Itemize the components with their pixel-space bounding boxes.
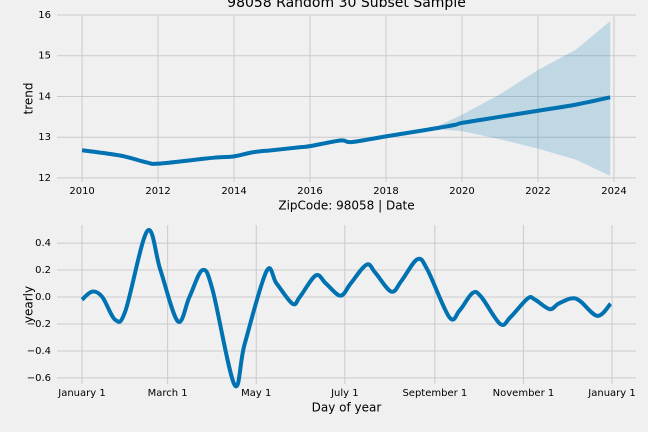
- y-tick-label: 0.0: [35, 292, 51, 303]
- x-tick-label: 2022: [525, 186, 550, 197]
- y-tick-label: 12: [38, 173, 51, 184]
- x-tick-label: 2024: [601, 186, 626, 197]
- uncertainty-band: [348, 21, 611, 176]
- y-tick-label: 15: [38, 51, 51, 62]
- y-tick-label: −0.6: [27, 373, 51, 384]
- y-axis-label: trend: [22, 83, 36, 115]
- y-tick-label: 14: [38, 91, 51, 102]
- y-tick-label: −0.4: [27, 346, 51, 357]
- x-tick-label: March 1: [148, 388, 188, 399]
- y-tick-label: 16: [38, 10, 51, 21]
- series-line: [80, 228, 613, 389]
- series-line: [81, 95, 611, 166]
- x-tick-label: 2016: [297, 186, 322, 197]
- y-tick-label: 13: [38, 132, 51, 143]
- y-tick-label: 0.4: [35, 238, 51, 249]
- x-tick-label: 2012: [145, 186, 170, 197]
- x-tick-label: 2014: [221, 186, 246, 197]
- y-axis-label: yearly: [22, 286, 36, 323]
- x-tick-label: January 1: [587, 388, 635, 399]
- x-tick-label: November 1: [493, 388, 555, 399]
- x-tick-label: September 1: [402, 388, 467, 399]
- x-tick-label: 2010: [69, 186, 94, 197]
- x-tick-label: July 1: [330, 388, 359, 399]
- x-tick-label: May 1: [241, 388, 271, 399]
- x-tick-label: 2018: [373, 186, 398, 197]
- x-axis-label: Day of year: [312, 401, 382, 415]
- x-tick-label: January 1: [57, 388, 105, 399]
- chart-title: 98058 Random 30 Subset Sample: [227, 0, 466, 11]
- x-axis-label: ZipCode: 98058 | Date: [278, 199, 414, 213]
- y-tick-label: −0.2: [27, 319, 51, 330]
- y-tick-label: 0.2: [35, 265, 51, 276]
- x-tick-label: 2020: [449, 186, 474, 197]
